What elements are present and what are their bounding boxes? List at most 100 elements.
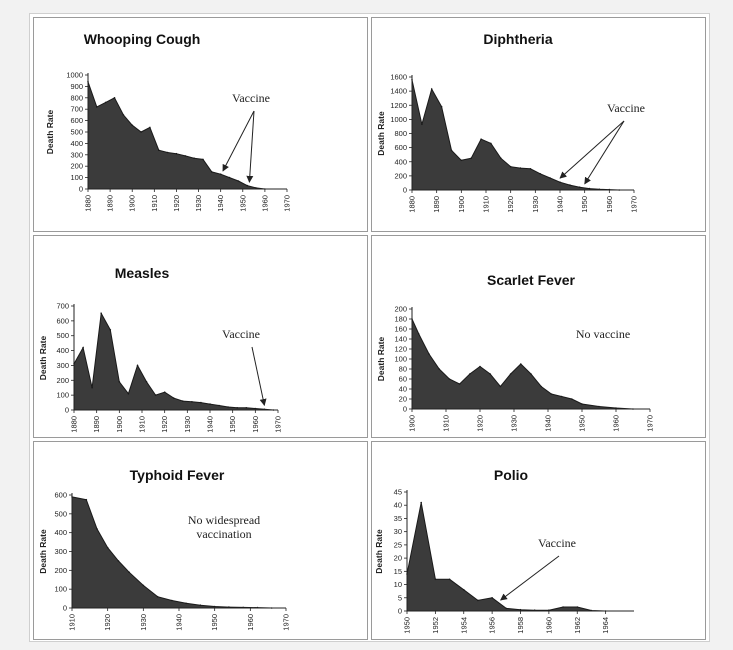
x-tick-label: 1910 [68,614,77,631]
chart-panel-polio: Polio 0 5 10 15 20 25 30 35 40 45 1950 1952 1954 1956 1… [371,441,706,640]
data-point [96,528,98,530]
y-tick-label: 400 [54,528,67,537]
data-point [184,155,187,157]
data-point [136,364,139,367]
chart-svg: Polio 0 5 10 15 20 25 30 35 40 45 1950 1952 1954 1956 1… [374,467,634,634]
y-tick-label: 400 [56,346,69,355]
data-point [499,385,502,388]
data-point [200,401,202,404]
x-tick-label: 1880 [84,195,93,212]
data-point [145,381,148,383]
y-tick-label: 1000 [390,115,407,124]
data-point [539,173,542,175]
x-tick-label: 1960 [605,196,614,213]
x-tick-label: 1920 [160,416,169,433]
y-tick-label: 0 [403,405,407,414]
data-point [237,180,240,182]
data-point [470,157,472,159]
chart-svg: Typhoid Fever 0 100 200 300 400 500 600 1910 1920… [38,467,291,631]
y-tick-label: 1000 [66,71,83,80]
x-tick-label: 1880 [70,416,79,433]
x-tick-label: 1900 [408,415,417,432]
x-tick-label: 1920 [506,196,515,213]
y-tick-label: 900 [70,82,83,91]
y-tick-label: 5 [398,593,402,602]
data-point [149,126,151,129]
y-axis-label: Death Rate [38,529,48,574]
vaccine-arrow [246,110,255,183]
chart-title: Scarlet Fever [487,272,575,288]
chart-svg: Measles 0 100 200 300 400 500 600 700 1880 1890 190… [38,265,283,433]
x-tick-label: 1970 [282,614,291,631]
data-point [460,159,463,162]
y-tick-label: 600 [394,143,407,152]
data-point [154,394,157,396]
y-tick-label: 20 [394,554,402,563]
y-tick-label: 160 [394,325,407,334]
x-tick-label: 1900 [115,416,124,433]
y-axis-label: Death Rate [374,529,384,574]
data-point [469,373,471,375]
x-tick-label: 1958 [516,617,525,634]
x-tick-label: 1880 [408,196,417,213]
y-tick-label: 600 [54,491,67,500]
data-point [550,393,553,395]
x-tick-label: 1960 [612,415,621,432]
chart-panel-scarlet-fever: Scarlet Fever 0 20 40 60 80 100 120 140 160 180 200… [371,235,706,438]
data-point [530,373,532,375]
chart-title: Polio [494,467,528,483]
y-tick-label: 180 [394,315,407,324]
x-tick-label: 1890 [92,416,101,433]
data-point [228,176,231,179]
x-tick-label: 1940 [206,416,215,433]
vaccine-arrow [222,110,255,172]
x-tick-label: 1920 [476,415,485,432]
chart-title: Typhoid Fever [130,467,225,483]
data-point [560,395,563,398]
y-axis-label: Death Rate [376,111,386,156]
data-point [171,599,173,602]
x-tick-label: 1956 [488,617,497,634]
x-tick-label: 1970 [283,195,292,212]
y-tick-label: 500 [70,128,83,137]
area-series [406,502,606,612]
data-point [434,578,437,581]
chart-svg: Whooping Cough 0 100 200 300 400 500 600 700 800 9… [45,31,292,212]
y-tick-label: 400 [70,139,83,148]
y-tick-label: 200 [394,305,407,314]
data-point [489,373,491,375]
vaccine-arrow [251,346,267,406]
y-tick-label: 300 [56,361,69,370]
y-tick-label: 200 [394,171,407,180]
x-tick-label: 1940 [556,196,565,213]
annotation-text: Vaccine [222,327,260,341]
chart-title: Diphtheria [483,31,552,47]
data-point [85,498,88,501]
data-point [106,546,109,549]
data-point [140,131,142,133]
data-point [458,383,461,385]
vaccine-arrow [500,555,560,601]
x-tick-label: 1960 [251,416,260,433]
y-tick-label: 100 [56,391,69,400]
data-point [421,123,423,126]
x-tick-label: 1890 [106,195,115,212]
x-tick-label: 1900 [457,196,466,213]
data-point [236,407,238,409]
data-point [479,365,481,368]
annotation-text: Vaccine [607,101,645,115]
data-point [122,114,125,116]
chart-panel-diphtheria: Diphtheria 0 200 400 600 800 1000 1200 1400 1600 1… [371,17,706,232]
data-point [219,173,222,175]
data-point [519,167,522,169]
chart-title: Whooping Cough [84,31,201,47]
y-tick-label: 100 [54,585,67,594]
y-tick-label: 200 [54,566,67,575]
x-tick-label: 1910 [150,195,159,212]
y-tick-label: 25 [394,540,402,549]
data-point [191,401,193,403]
data-point [109,329,112,331]
y-tick-label: 500 [56,331,69,340]
data-point [440,105,443,108]
x-tick-label: 1940 [216,195,225,212]
